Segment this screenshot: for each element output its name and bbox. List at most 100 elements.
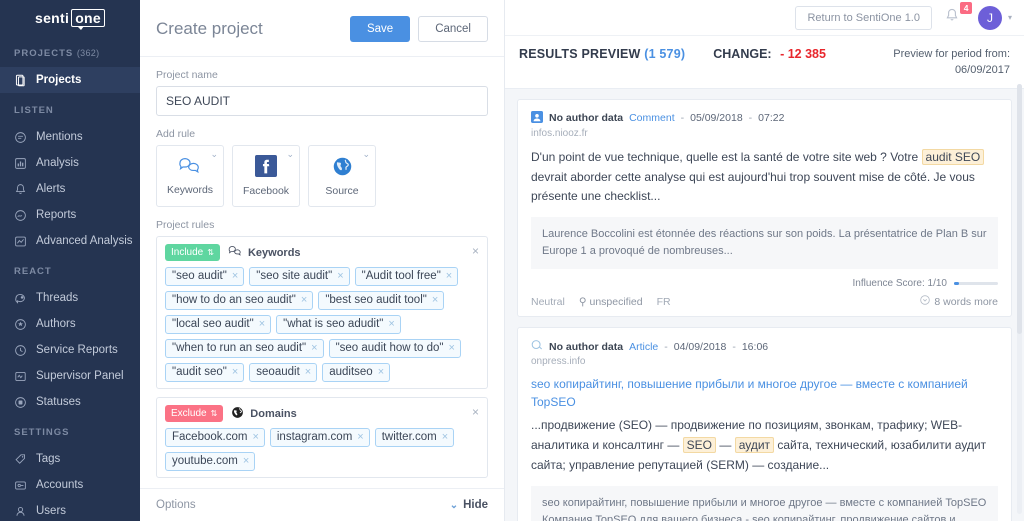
options-row: Options ⌄ Hide: [140, 488, 504, 511]
domain-tag: twitter.com ×: [374, 428, 455, 447]
tag-label: seoaudit: [256, 366, 300, 378]
gender-icon: ⚲: [578, 295, 587, 308]
chevron-down-icon[interactable]: ▾: [1007, 13, 1012, 22]
rule-card-source[interactable]: ⌄ Source: [308, 145, 376, 207]
keyword-tag: "what is seo adudit" ×: [276, 315, 401, 334]
tag-label: "audit seo": [172, 366, 227, 378]
change-label: CHANGE:: [713, 47, 772, 61]
close-icon[interactable]: ×: [471, 244, 479, 258]
chevron-down-icon[interactable]: ⌄: [362, 149, 370, 159]
preview-period: Preview for period from: 06/09/2017: [893, 47, 1010, 79]
scrollbar-thumb[interactable]: [1017, 84, 1022, 334]
remove-tag-icon[interactable]: ×: [311, 342, 318, 354]
sentiment-badge[interactable]: Neutral: [531, 295, 565, 308]
remove-tag-icon[interactable]: ×: [242, 455, 250, 467]
sidebar-item-mentions[interactable]: Mentions: [0, 124, 140, 150]
hide-options-toggle[interactable]: ⌄ Hide: [450, 499, 488, 511]
remove-tag-icon[interactable]: ×: [231, 270, 239, 282]
sidebar-item-accounts[interactable]: Accounts: [0, 472, 140, 498]
sidebar-item-service-reports[interactable]: Service Reports: [0, 337, 140, 363]
sidebar-item-label: Alerts: [36, 183, 66, 195]
threads-icon: [14, 292, 36, 305]
sidebar-item-reports[interactable]: Reports: [0, 202, 140, 228]
accounts-icon: [14, 479, 36, 492]
add-rule-label: Add rule: [156, 128, 196, 140]
sidebar-item-label: Service Reports: [36, 344, 118, 356]
meta-separator: -: [748, 112, 753, 125]
rule-mode-selector-exclude[interactable]: Exclude ⇅: [165, 405, 224, 422]
remove-tag-icon[interactable]: ×: [300, 294, 308, 306]
save-button[interactable]: Save: [349, 16, 411, 42]
rule-mode-selector-include[interactable]: Include ⇅: [165, 244, 220, 261]
close-icon[interactable]: ×: [471, 405, 479, 419]
sidebar-item-users[interactable]: Users: [0, 498, 140, 521]
keyword-tag: "Audit tool free" ×: [354, 267, 459, 286]
tag-label: "seo site audit": [256, 270, 333, 282]
avatar[interactable]: J: [977, 5, 1002, 30]
sidebar-item-statuses[interactable]: Statuses: [0, 389, 140, 415]
sidebar-item-alerts[interactable]: Alerts: [0, 176, 140, 202]
keyword-tag: "when to run an seo audit" ×: [165, 339, 324, 358]
globe-icon: [332, 156, 353, 180]
mention-body: D'un point de vue technique, quelle est …: [531, 148, 998, 207]
mention-type[interactable]: Comment: [629, 112, 675, 125]
remove-tag-icon[interactable]: ×: [445, 270, 453, 282]
remove-tag-icon[interactable]: ×: [448, 342, 455, 354]
mention-type[interactable]: Article: [629, 340, 659, 353]
remove-tag-icon[interactable]: ×: [231, 366, 239, 378]
period-label: Preview for period from:: [893, 48, 1010, 60]
chevron-down-icon[interactable]: ⌄: [286, 149, 294, 159]
sidebar-item-analysis[interactable]: Analysis: [0, 150, 140, 176]
feed-scrollbar[interactable]: [1017, 84, 1022, 514]
tag-label: "Audit tool free": [361, 270, 441, 282]
sidebar-item-threads[interactable]: Threads: [0, 285, 140, 311]
mention-card[interactable]: No author data Comment - 05/09/2018 - 07…: [517, 98, 1012, 318]
mention-quote: seo копирайтинг, повышение прибыли и мно…: [531, 485, 998, 521]
options-label: Options: [156, 499, 196, 511]
authors-star-icon: [14, 318, 36, 331]
header-actions: Save Cancel: [349, 16, 488, 42]
mention-domain: infos.niooz.fr: [531, 127, 588, 139]
sidebar-item-label: Mentions: [36, 131, 83, 143]
notifications-button[interactable]: 4: [944, 1, 972, 29]
keyword-tag: "seo site audit" ×: [249, 267, 350, 286]
remove-tag-icon[interactable]: ×: [304, 366, 312, 378]
sidebar-item-advanced-analysis[interactable]: Advanced Analysis: [0, 228, 140, 254]
remove-tag-icon[interactable]: ×: [252, 431, 259, 443]
mention-headline[interactable]: seo копирайтинг, повышение прибыли и мно…: [531, 377, 968, 409]
tag-label: "how to do an seo audit": [172, 294, 296, 306]
create-project-panel: Create project Save Cancel Project name …: [140, 0, 505, 521]
sidebar-item-tags[interactable]: Tags: [0, 446, 140, 472]
remove-tag-icon[interactable]: ×: [431, 294, 439, 306]
remove-tag-icon[interactable]: ×: [377, 366, 385, 378]
remove-tag-icon[interactable]: ×: [258, 318, 266, 330]
rule-card-facebook[interactable]: ⌄ Facebook: [232, 145, 300, 207]
change-value: - 12 385: [780, 47, 826, 61]
remove-tag-icon[interactable]: ×: [388, 318, 395, 330]
keyword-tag: "audit seo" ×: [165, 363, 245, 382]
cancel-button[interactable]: Cancel: [418, 16, 488, 42]
sidebar-item-projects[interactable]: Projects: [0, 67, 140, 93]
rule-card-keywords[interactable]: ⌄ Keywords: [156, 145, 224, 207]
show-more-button[interactable]: 8 words more: [920, 295, 998, 308]
return-to-sentione-button[interactable]: Return to SentiOne 1.0: [795, 5, 932, 30]
mention-card[interactable]: No author data Article - 04/09/2018 - 16…: [517, 327, 1012, 521]
sidebar-item-label: Analysis: [36, 157, 79, 169]
rule-mode-label: Exclude: [171, 408, 207, 419]
logo-one: one: [71, 9, 105, 30]
body-text: ...продвижение (SEO) — продвижение по по…: [531, 418, 963, 452]
project-name-input[interactable]: [156, 86, 488, 116]
sidebar-item-supervisor-panel[interactable]: Supervisor Panel: [0, 363, 140, 389]
chevron-down-icon[interactable]: ⌄: [210, 149, 218, 159]
meta-separator: -: [680, 112, 685, 125]
logo[interactable]: senti one: [0, 0, 140, 36]
remove-tag-icon[interactable]: ×: [441, 431, 449, 443]
remove-tag-icon[interactable]: ×: [337, 270, 344, 282]
keyword-highlight: аудит: [734, 436, 775, 453]
bell-icon: [944, 8, 960, 27]
mention-footer: Neutral ⚲ unspecified FR 8 words more: [531, 295, 998, 308]
tag-label: "seo audit how to do": [335, 342, 444, 354]
sidebar-item-authors[interactable]: Authors: [0, 311, 140, 337]
tag-label: "seo audit": [172, 270, 227, 282]
remove-tag-icon[interactable]: ×: [357, 431, 364, 443]
